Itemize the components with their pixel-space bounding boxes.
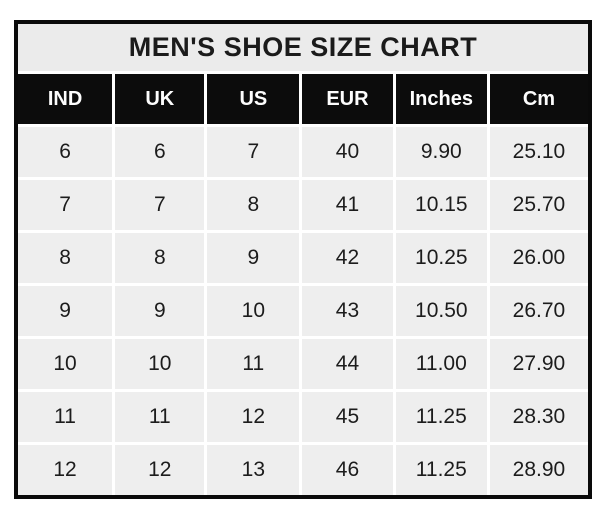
table-cell: 27.90 — [486, 336, 592, 392]
table-cell: 28.90 — [486, 442, 592, 499]
table-header-row: IND UK US EUR Inches Cm — [14, 71, 592, 127]
table-cell: 10 — [204, 283, 303, 339]
table-cell: 12 — [112, 442, 208, 499]
table-cell: 12 — [204, 389, 303, 445]
table-cell: 10 — [14, 336, 116, 392]
table-cell: 10.50 — [392, 283, 490, 339]
table-cell: 10 — [112, 336, 208, 392]
table-cell: 11.25 — [392, 442, 490, 499]
table-cell: 9.90 — [392, 124, 490, 180]
table-cell: 10.15 — [392, 177, 490, 233]
table-cell: 8 — [112, 230, 208, 286]
column-header-us: US — [204, 71, 303, 127]
column-header-ind: IND — [14, 71, 116, 127]
table-cell: 45 — [299, 389, 396, 445]
table-row: 11 11 12 45 11.25 28.30 — [14, 389, 592, 445]
table-cell: 40 — [299, 124, 396, 180]
table-cell: 7 — [112, 177, 208, 233]
table-row: 7 7 8 41 10.15 25.70 — [14, 177, 592, 233]
table-cell: 28.30 — [486, 389, 592, 445]
table-cell: 7 — [14, 177, 116, 233]
table-cell: 25.10 — [486, 124, 592, 180]
table-row: 8 8 9 42 10.25 26.00 — [14, 230, 592, 286]
table-row: 10 10 11 44 11.00 27.90 — [14, 336, 592, 392]
shoe-size-table: MEN'S SHOE SIZE CHART IND UK US EUR Inch… — [14, 20, 592, 499]
table-body: 6 6 7 40 9.90 25.10 7 7 8 41 10.15 25.70 8 8 9 42 10.25 2… — [14, 124, 592, 499]
table-cell: 8 — [14, 230, 116, 286]
column-header-cm: Cm — [486, 71, 592, 127]
table-cell: 11 — [112, 389, 208, 445]
column-header-uk: UK — [112, 71, 208, 127]
column-header-eur: EUR — [299, 71, 396, 127]
table-cell: 7 — [204, 124, 303, 180]
table-cell: 11 — [14, 389, 116, 445]
table-cell: 11 — [204, 336, 303, 392]
table-cell: 9 — [204, 230, 303, 286]
table-cell: 43 — [299, 283, 396, 339]
table-cell: 11.25 — [392, 389, 490, 445]
column-header-inches: Inches — [392, 71, 490, 127]
table-cell: 13 — [204, 442, 303, 499]
table-title-row: MEN'S SHOE SIZE CHART — [14, 20, 592, 74]
table-cell: 26.00 — [486, 230, 592, 286]
table-title: MEN'S SHOE SIZE CHART — [14, 20, 592, 74]
table-row: 9 9 10 43 10.50 26.70 — [14, 283, 592, 339]
table-cell: 9 — [14, 283, 116, 339]
table-cell: 6 — [14, 124, 116, 180]
table-cell: 12 — [14, 442, 116, 499]
table-cell: 26.70 — [486, 283, 592, 339]
table-cell: 10.25 — [392, 230, 490, 286]
table-cell: 44 — [299, 336, 396, 392]
table-cell: 42 — [299, 230, 396, 286]
table-cell: 41 — [299, 177, 396, 233]
table-cell: 25.70 — [486, 177, 592, 233]
table-cell: 11.00 — [392, 336, 490, 392]
table-row: 6 6 7 40 9.90 25.10 — [14, 124, 592, 180]
table-cell: 46 — [299, 442, 396, 499]
table-cell: 8 — [204, 177, 303, 233]
table-cell: 9 — [112, 283, 208, 339]
table-row: 12 12 13 46 11.25 28.90 — [14, 442, 592, 499]
table-cell: 6 — [112, 124, 208, 180]
